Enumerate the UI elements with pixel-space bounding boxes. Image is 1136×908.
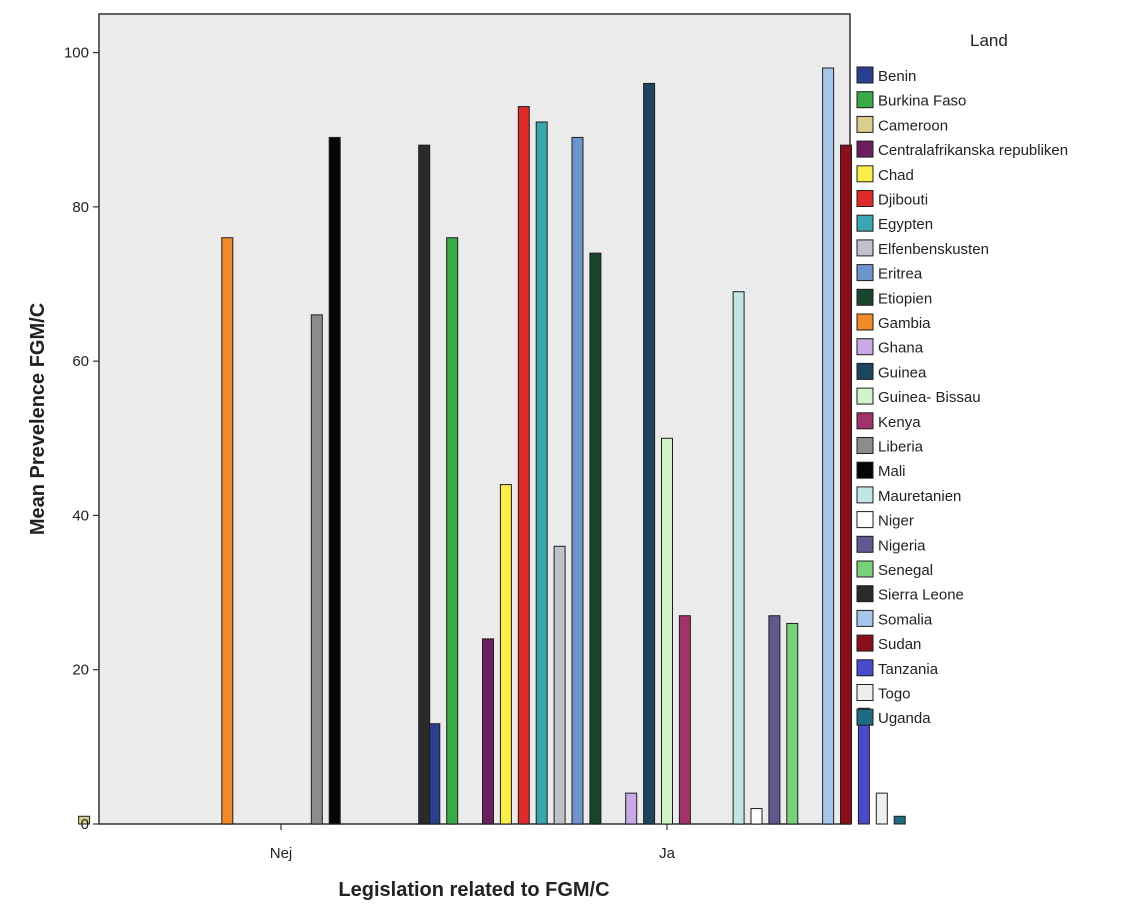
bar-eritrea	[571, 136, 584, 825]
legend-label: Gambia	[878, 315, 931, 332]
bar-kenya	[678, 615, 691, 825]
bar-somalia	[822, 67, 835, 825]
legend-label: Sudan	[878, 636, 921, 653]
y-axis: 0 20 40 60 80 100	[64, 45, 99, 833]
legend-label: Centralafrikanska republiken	[878, 142, 1068, 159]
y-tick-label: 40	[72, 507, 89, 524]
legend-label: Togo	[878, 686, 911, 703]
bar-ghana	[625, 792, 638, 825]
legend-swatch	[856, 535, 874, 553]
legend-label: Mauretanien	[878, 488, 961, 505]
legend-swatch	[856, 214, 874, 232]
bar-cameroon	[78, 815, 91, 825]
legend-swatch	[856, 338, 874, 356]
legend-swatch	[856, 560, 874, 578]
bar-guinea	[643, 82, 656, 825]
bar-benin	[428, 723, 441, 825]
legend-label: Chad	[878, 167, 914, 184]
bar-chad	[499, 484, 512, 825]
legend-swatch	[856, 486, 874, 504]
legend-swatch	[856, 190, 874, 207]
legend-swatch	[856, 511, 874, 529]
y-tick-label: 0	[81, 816, 89, 833]
legend-swatch	[856, 412, 874, 430]
bar-togo	[875, 792, 888, 825]
bars-layer	[78, 67, 906, 825]
legend-swatch	[856, 66, 874, 84]
legend-swatch	[856, 634, 874, 652]
bar-guinea-bissau	[661, 437, 673, 825]
y-tick-label: 60	[72, 353, 89, 370]
bar-tanzania	[857, 707, 870, 825]
bar-senegal	[786, 622, 799, 825]
bar-elfenbenskusten	[553, 545, 566, 825]
x-tick-label: Nej	[270, 845, 293, 862]
legend-label: Mali	[878, 463, 906, 480]
bar-etiopien	[589, 252, 602, 825]
legend-swatch	[856, 585, 874, 603]
y-tick-label: 80	[72, 199, 89, 216]
legend-label: Tanzania	[878, 661, 939, 678]
bar-mauretanien	[732, 291, 745, 825]
legend-label: Liberia	[878, 439, 924, 456]
legend-swatch	[856, 461, 874, 479]
legend-label: Somalia	[878, 611, 933, 628]
bar-mali	[328, 136, 341, 825]
legend-label: Eritrea	[878, 266, 923, 283]
bar-sudan	[840, 144, 852, 825]
legend-label: Djibouti	[878, 192, 928, 209]
legend-swatch	[856, 239, 874, 257]
legend-label: Niger	[878, 513, 914, 530]
bar-nigeria	[768, 615, 781, 825]
legend-label: Ghana	[878, 340, 924, 357]
bar-djibouti	[517, 106, 530, 825]
x-axis: Nej Ja	[270, 824, 676, 862]
legend-label: Uganda	[878, 710, 931, 727]
legend-swatch	[856, 437, 874, 454]
legend-label: Guinea	[878, 364, 927, 381]
bar-uganda	[893, 815, 906, 825]
bar-centralafrikanska-republiken	[482, 638, 494, 825]
legend-label: Guinea- Bissau	[878, 389, 981, 406]
legend-swatch	[856, 165, 874, 183]
legend-swatch	[856, 708, 874, 726]
legend-label: Senegal	[878, 562, 933, 579]
legend-swatch	[856, 313, 874, 331]
bar-burkina-faso	[446, 237, 459, 825]
legend-swatch	[856, 609, 874, 627]
legend-label: Kenya	[878, 414, 921, 431]
bar-niger	[750, 808, 763, 825]
legend-swatch	[856, 140, 874, 158]
legend-swatch	[856, 684, 874, 701]
bar-egypten	[535, 121, 548, 825]
legend-title: Land	[970, 31, 1008, 50]
legend-swatch	[856, 288, 874, 306]
y-axis-title: Mean Prevelence FGM/C	[27, 303, 49, 535]
legend-swatch	[856, 264, 874, 282]
y-tick-label: 100	[64, 45, 89, 62]
legend-swatch	[856, 91, 874, 109]
legend-label: Elfenbenskusten	[878, 241, 989, 258]
bar-sierra-leone	[418, 144, 431, 825]
legend-label: Cameroon	[878, 117, 948, 134]
x-axis-title: Legislation related to FGM/C	[338, 879, 609, 901]
y-tick-label: 20	[72, 662, 89, 679]
legend-label: Egypten	[878, 216, 933, 233]
x-tick-label: Ja	[659, 845, 676, 862]
legend-swatch	[856, 115, 874, 133]
legend-label: Sierra Leone	[878, 587, 964, 604]
bar-gambia	[221, 237, 234, 825]
legend-swatch	[856, 659, 874, 677]
legend-label: Benin	[878, 68, 916, 85]
legend-swatch	[856, 362, 874, 380]
bar-liberia	[310, 314, 323, 825]
legend-swatch	[856, 387, 874, 405]
legend: Benin Burkina Faso Cameroon Centralafrikans…	[856, 66, 1068, 727]
legend-label: Burkina Faso	[878, 93, 966, 110]
legend-label: Nigeria	[878, 537, 926, 554]
legend-label: Etiopien	[878, 290, 932, 307]
